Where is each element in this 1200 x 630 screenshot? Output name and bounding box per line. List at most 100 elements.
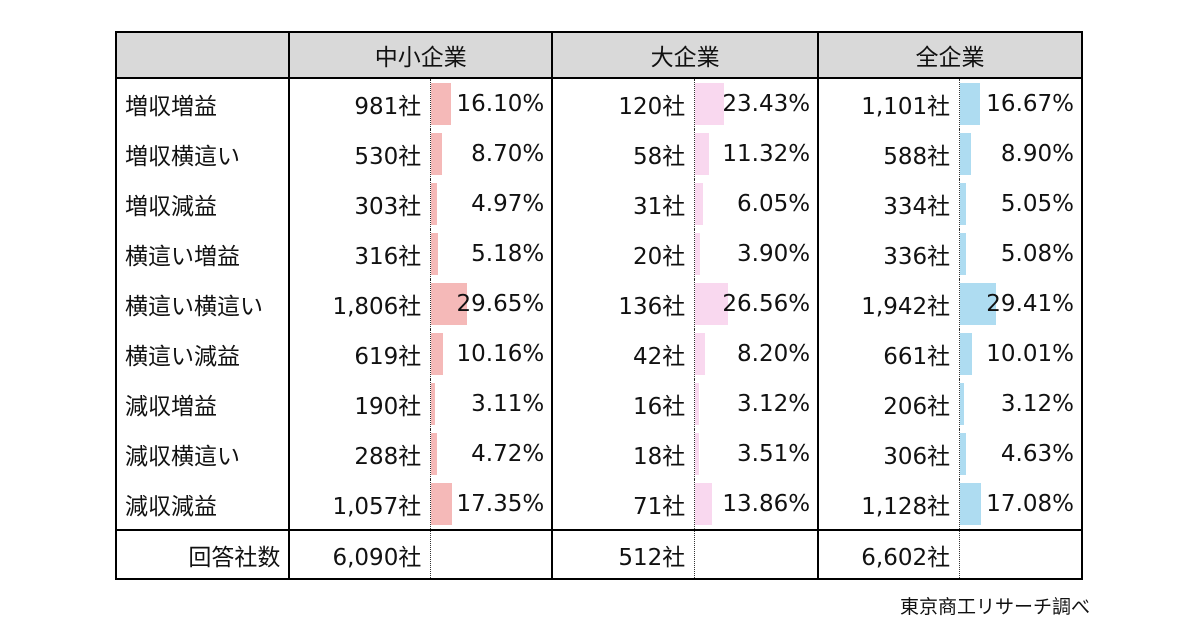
table-row: 増収増益 981社 16.10% 120社 23.43% 1,101社 16.67% [117,79,1081,129]
percent-cell: 10.01% [959,329,1081,379]
data-bar [431,433,437,475]
col-header-large: 大企業 [551,33,818,77]
row-label: 横這い横這い [125,294,263,320]
data-bar [695,483,713,525]
percent-value: 16.10% [456,91,545,117]
column-group-0: 619社 10.16% [288,329,551,379]
total-column-group-1: 512社 [551,531,817,578]
count-cell: 206社 [883,394,951,420]
count-cell: 20社 [632,244,686,270]
percent-value: 10.16% [456,341,545,367]
column-group-2: 334社 5.05% [817,179,1081,229]
column-group-1: 31社 6.05% [551,179,817,229]
count-cell: 619社 [354,344,422,370]
data-bar [695,333,706,375]
percent-cell: 3.12% [694,379,817,429]
percent-value: 3.51% [737,441,811,467]
percent-cell: 16.67% [959,79,1081,129]
column-group-1: 20社 3.90% [551,229,817,279]
percent-value: 4.97% [471,191,545,217]
data-bar [960,283,996,325]
results-table: 中小企業 大企業 全企業 増収増益 981社 16.10% 120社 23.43% 1,1… [115,31,1083,580]
table-row: 横這い増益 316社 5.18% 20社 3.90% 336社 5.08% [117,229,1081,279]
percent-cell: 3.11% [430,379,551,429]
row-label: 横這い増益 [125,244,240,270]
percent-cell: 8.20% [694,329,817,379]
data-bar [431,383,436,425]
data-bar [431,183,438,225]
count-cell: 306社 [883,444,951,470]
data-bar [695,83,724,125]
row-label: 増収増益 [125,94,217,120]
column-group-0: 981社 16.10% [288,79,551,129]
percent-cell: 3.51% [694,429,817,479]
column-group-1: 16社 3.12% [551,379,817,429]
data-bar [695,233,700,275]
row-label: 減収横這い [125,444,240,470]
data-bar [431,83,451,125]
row-label: 横這い減益 [125,344,240,370]
percent-cell: 3.90% [694,229,817,279]
column-group-1: 42社 8.20% [551,329,817,379]
percent-cell: 8.90% [959,129,1081,179]
total-column-group-0: 6,090社 [288,531,551,578]
percent-value: 5.18% [471,241,545,267]
percent-cell: 11.32% [694,129,817,179]
count-cell: 1,057社 [332,494,422,520]
percent-value: 4.63% [1000,441,1074,467]
column-group-2: 588社 8.90% [817,129,1081,179]
corner-cell [117,33,289,77]
column-group-0: 316社 5.18% [288,229,551,279]
count-cell: 1,101社 [861,94,951,120]
count-cell: 120社 [618,94,686,120]
data-bar [431,233,438,275]
column-group-2: 1,128社 17.08% [817,479,1081,529]
data-bar [431,283,467,325]
source-note: 東京商工リサーチ調べ [899,596,1090,618]
total-percent-cell [430,531,551,578]
column-group-0: 190社 3.11% [288,379,551,429]
row-label: 減収減益 [125,494,217,520]
percent-value: 16.67% [986,91,1074,117]
col-header-all: 全企業 [817,33,1081,77]
column-group-2: 336社 5.08% [817,229,1081,279]
column-group-0: 530社 8.70% [288,129,551,179]
table-body: 増収増益 981社 16.10% 120社 23.43% 1,101社 16.67% 増収横這… [117,79,1081,529]
data-bar [960,483,981,525]
percent-value: 4.72% [471,441,545,467]
table-row: 増収横這い 530社 8.70% 58社 11.32% 588社 8.90% [117,129,1081,179]
data-bar [960,433,966,475]
table-total-row: 回答社数 6,090社 512社 6,602社 [117,529,1081,578]
percent-cell: 16.10% [430,79,551,129]
percent-cell: 8.70% [430,129,551,179]
table-row: 減収減益 1,057社 17.35% 71社 13.86% 1,128社 17.08% [117,479,1081,529]
percent-value: 17.35% [456,491,545,517]
percent-value: 3.90% [737,241,811,267]
row-label: 増収横這い [125,144,240,170]
data-bar [431,133,442,175]
percent-cell: 4.97% [430,179,551,229]
column-group-1: 18社 3.51% [551,429,817,479]
total-column-group-2: 6,602社 [817,531,1081,578]
data-bar [960,333,973,375]
column-group-2: 206社 3.12% [817,379,1081,429]
percent-value: 11.32% [722,141,811,167]
column-group-1: 136社 26.56% [551,279,817,329]
data-bar [695,133,710,175]
column-group-1: 58社 11.32% [551,129,817,179]
percent-value: 6.05% [737,191,811,217]
column-group-2: 661社 10.01% [817,329,1081,379]
percent-value: 8.90% [1000,141,1074,167]
percent-value: 13.86% [722,491,811,517]
count-cell: 588社 [883,144,951,170]
table-row: 横這い減益 619社 10.16% 42社 8.20% 661社 10.01% [117,329,1081,379]
data-bar [960,133,971,175]
data-bar [431,333,444,375]
row-label: 減収増益 [125,394,217,420]
count-cell: 288社 [354,444,422,470]
data-bar [695,183,703,225]
count-cell: 316社 [354,244,422,270]
table-row: 減収増益 190社 3.11% 16社 3.12% 206社 3.12% [117,379,1081,429]
data-bar [960,233,967,275]
